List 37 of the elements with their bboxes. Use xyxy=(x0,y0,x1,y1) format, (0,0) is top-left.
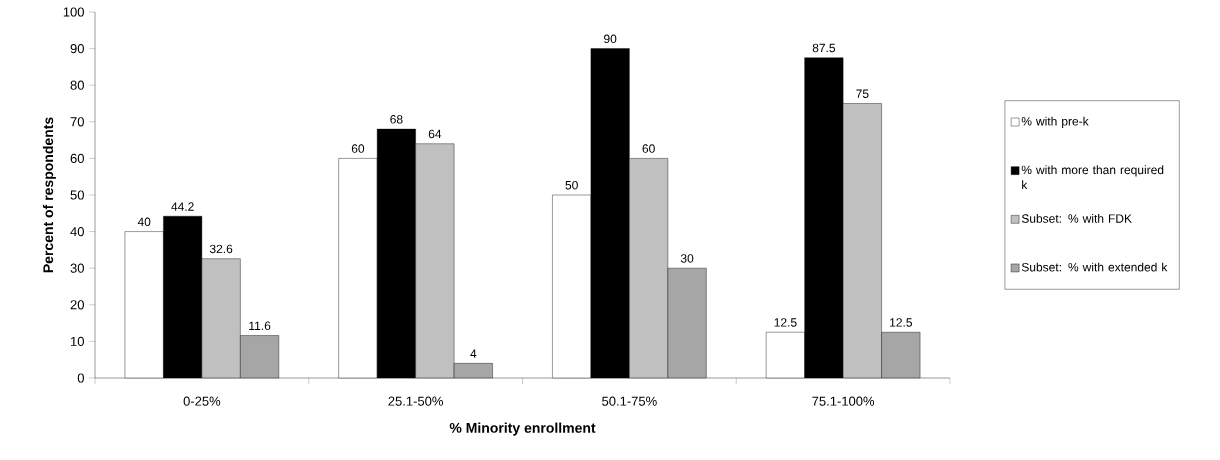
legend-label: Subset: % with FDK xyxy=(1021,214,1132,223)
data-label: 44.2 xyxy=(171,202,194,211)
y-tick-label: 50 xyxy=(70,190,84,200)
y-tick-label: 20 xyxy=(70,300,84,310)
data-label: 32.6 xyxy=(209,244,233,254)
data-label: 60 xyxy=(351,144,365,153)
y-tick-label: 100 xyxy=(63,7,84,17)
data-label: 12.5 xyxy=(890,318,912,327)
data-label: 87.5 xyxy=(812,43,836,53)
y-tick-label: 10 xyxy=(71,336,84,346)
x-axis-title: % Minority enrollment xyxy=(449,422,596,436)
y-tick-label: 30 xyxy=(70,263,84,273)
data-label: 50 xyxy=(565,180,578,190)
data-label: 30 xyxy=(680,254,694,263)
y-tick-label: 70 xyxy=(70,117,84,127)
data-label: 4 xyxy=(470,349,477,358)
y-tick-label: 60 xyxy=(70,153,84,163)
x-tick-label: 25.1-50% xyxy=(388,396,443,406)
data-label: 90 xyxy=(604,34,617,44)
data-label: 75 xyxy=(856,89,869,98)
data-label: 68 xyxy=(390,115,403,124)
x-tick-label: 50.1-75% xyxy=(602,396,657,406)
y-axis-title: Percent of respondents xyxy=(42,117,56,273)
legend-label: % with more than required k xyxy=(1021,165,1164,190)
data-label: 40 xyxy=(137,217,151,227)
legend-label: % with pre-k xyxy=(1021,116,1089,128)
x-tick-label: 0-25% xyxy=(183,396,221,406)
y-tick-label: 90 xyxy=(70,43,84,54)
x-tick-label: 75.1-100% xyxy=(812,396,875,406)
data-label: 12.5 xyxy=(774,318,797,327)
y-tick-label: 40 xyxy=(70,226,84,237)
legend-label: Subset: % with extended k xyxy=(1021,262,1168,272)
y-tick-label: 0 xyxy=(77,373,84,383)
data-label: 64 xyxy=(428,129,442,139)
y-tick-label: 80 xyxy=(70,80,84,90)
data-label: 60 xyxy=(642,144,655,153)
data-label: 11.6 xyxy=(249,321,271,330)
